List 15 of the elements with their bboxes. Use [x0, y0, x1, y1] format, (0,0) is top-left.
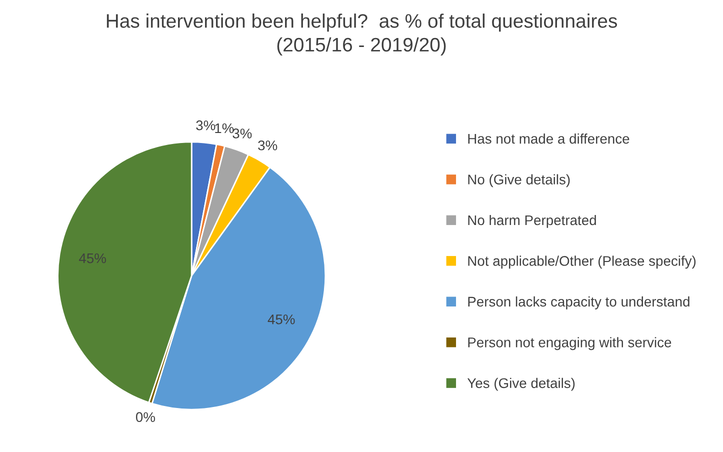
legend-label: Person not engaging with service: [468, 337, 672, 350]
data-label: 1%: [215, 123, 234, 134]
data-label: 0%: [136, 412, 156, 422]
legend-label: No harm Perpetrated: [468, 214, 596, 228]
data-label: 3%: [258, 140, 278, 150]
data-label: 3%: [196, 120, 216, 130]
data-label: 3%: [232, 128, 252, 138]
legend-label: Person lacks capacity to understand: [468, 296, 690, 310]
data-label: 45%: [268, 314, 295, 324]
legend-label: Has not made a difference: [468, 134, 630, 144]
legend-label: Yes (Give details): [467, 378, 575, 391]
chart-title: Has intervention been helpful? as % of total questionnaires (2015/16 - 2019/20): [106, 14, 617, 56]
data-label: 45%: [78, 253, 106, 264]
legend-label: No (Give details): [468, 174, 570, 188]
legend-label: Not applicable/Other (Please specify): [468, 256, 696, 269]
